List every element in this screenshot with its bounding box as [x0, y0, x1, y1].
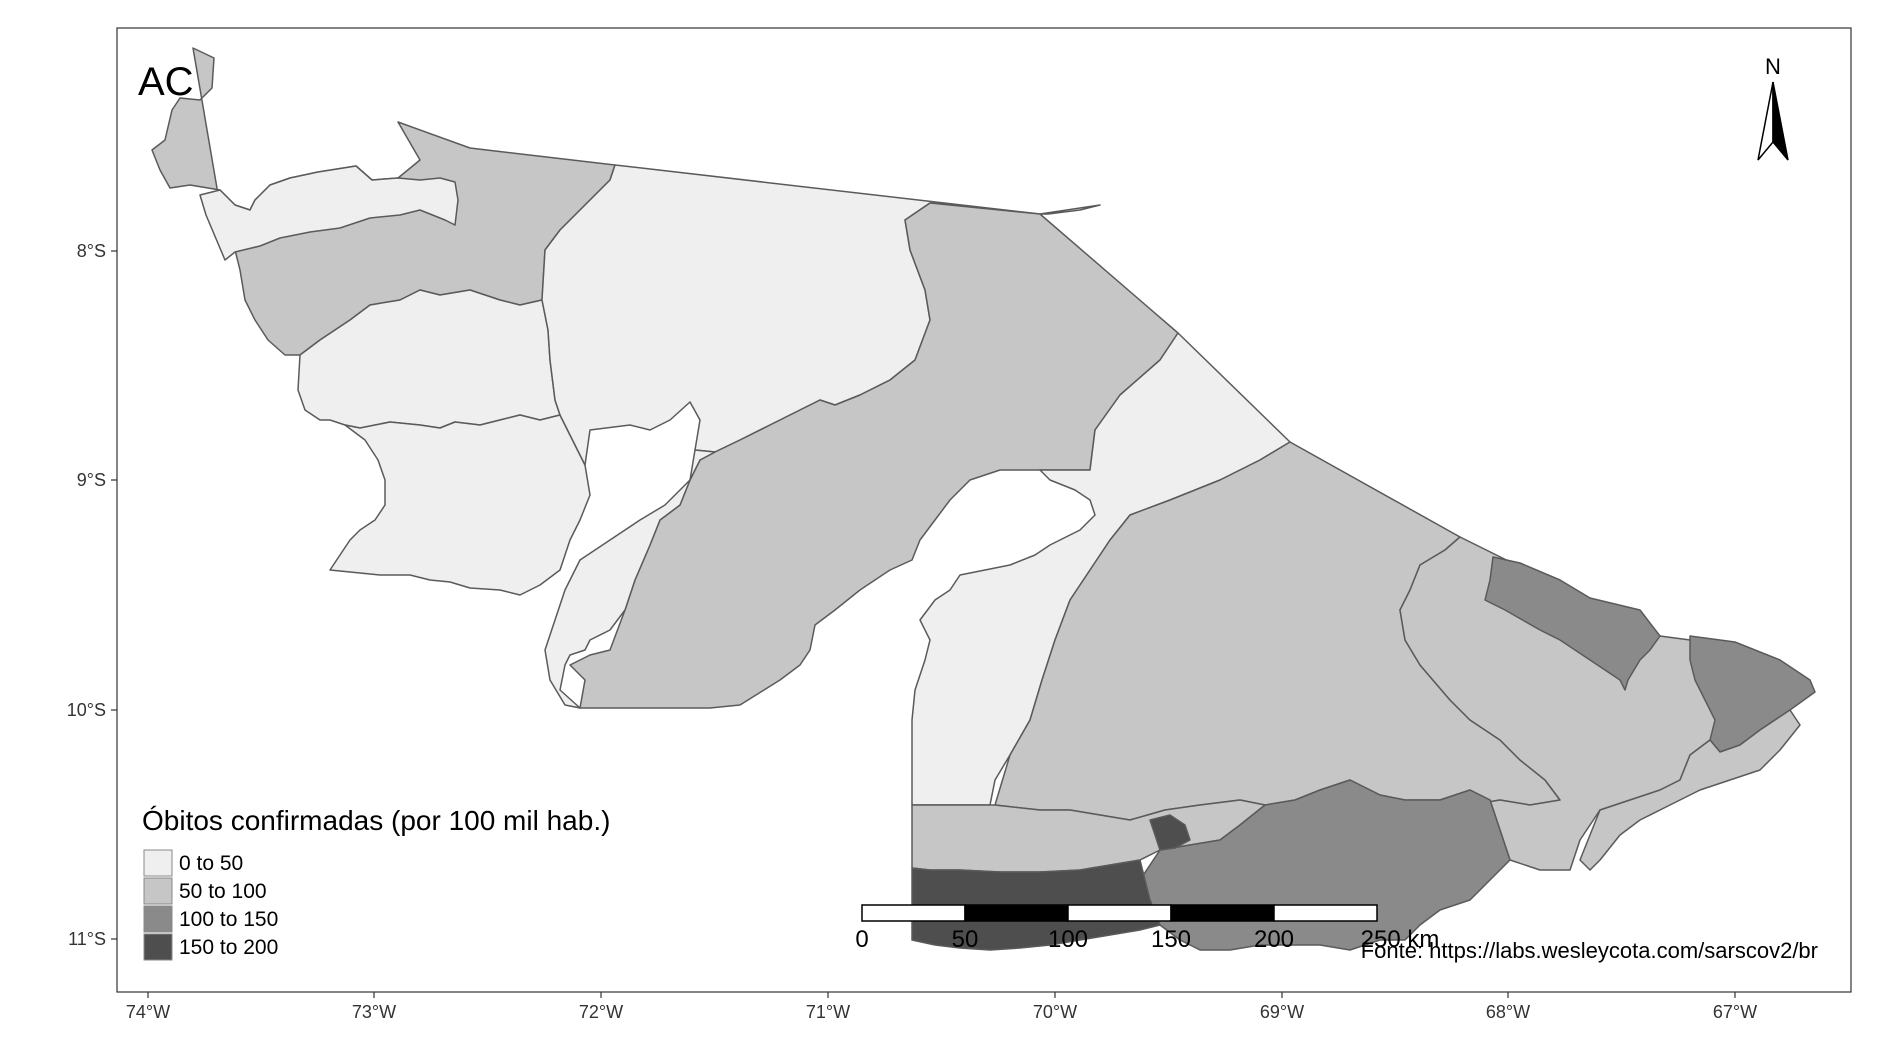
legend-label: 50 to 100	[179, 880, 267, 903]
legend-title: Óbitos confirmadas (por 100 mil hab.)	[142, 805, 610, 836]
scale-segment	[1170, 904, 1275, 922]
x-tick-label: 70°W	[1033, 1002, 1077, 1022]
x-tick-label: 68°W	[1486, 1002, 1530, 1022]
scale-segment	[964, 904, 1069, 922]
municipality-region[interactable]	[569, 202, 1179, 709]
municipality-layer	[151, 47, 1816, 951]
scale-segment	[1273, 904, 1378, 922]
state-label: AC	[138, 60, 194, 104]
scale-label: 100	[1048, 926, 1088, 953]
x-tick-label: 74°W	[126, 1002, 170, 1022]
x-axis: 74°W 73°W 72°W 71°W 70°W 69°W 68°W 67°W	[126, 992, 1757, 1022]
municipality-region[interactable]	[1579, 709, 1801, 871]
y-tick-label: 9°S	[77, 470, 106, 490]
scale-label: 50	[952, 926, 979, 953]
y-tick-label: 10°S	[67, 700, 106, 720]
municipality-region[interactable]	[1149, 814, 1191, 851]
legend-swatch	[143, 933, 173, 961]
legend-swatch	[143, 849, 173, 877]
north-arrow-right-icon	[1772, 81, 1789, 161]
scale-label: 0	[855, 926, 868, 953]
source-text: Fonte: https://labs.wesleycota.com/sarsc…	[1361, 938, 1818, 963]
legend-label: 150 to 200	[179, 936, 278, 959]
scale-segment	[861, 904, 966, 922]
scale-label: 200	[1254, 926, 1294, 953]
legend-swatch	[143, 905, 173, 933]
y-tick-label: 8°S	[77, 241, 106, 261]
x-tick-label: 71°W	[806, 1002, 850, 1022]
y-tick-label: 11°S	[68, 929, 106, 949]
municipality-region[interactable]	[544, 449, 716, 709]
x-tick-label: 72°W	[579, 1002, 623, 1022]
scale-segment	[1067, 904, 1172, 922]
north-label: N	[1765, 54, 1781, 79]
scale-label: 150	[1151, 926, 1191, 953]
legend-swatch	[143, 877, 173, 905]
x-tick-label: 69°W	[1260, 1002, 1304, 1022]
legend: Óbitos confirmadas (por 100 mil hab.) 0 …	[142, 805, 610, 961]
y-axis: 8°S 9°S 10°S 11°S	[67, 241, 117, 949]
municipality-region[interactable]	[199, 165, 459, 261]
x-tick-label: 67°W	[1713, 1002, 1757, 1022]
north-arrow: N	[1757, 54, 1789, 161]
legend-label: 100 to 150	[179, 908, 278, 931]
scale-bar: 0 50 100 150 200 250 km	[855, 904, 1440, 953]
legend-label: 0 to 50	[179, 852, 243, 875]
municipality-region[interactable]	[329, 414, 591, 596]
scale-label: 250 km	[1361, 926, 1440, 953]
municipality-region[interactable]	[1484, 556, 1661, 691]
x-tick-label: 73°W	[352, 1002, 396, 1022]
